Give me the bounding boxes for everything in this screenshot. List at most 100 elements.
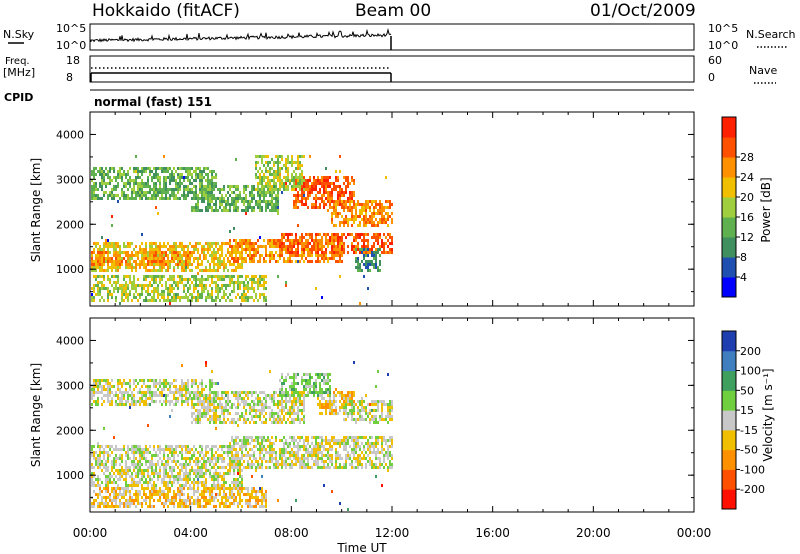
range-time-cell — [381, 242, 383, 245]
range-time-cell — [365, 233, 367, 236]
range-time-cell — [167, 266, 169, 269]
range-time-cell — [361, 245, 363, 248]
range-time-cell — [283, 454, 285, 457]
range-time-cell — [153, 505, 155, 508]
range-time-cell — [295, 200, 297, 203]
range-time-cell — [213, 457, 215, 460]
range-time-cell — [265, 502, 267, 505]
range-time-cell — [185, 460, 187, 463]
range-time-cell — [221, 496, 223, 499]
range-time-cell — [387, 206, 389, 209]
range-time-cell — [135, 245, 137, 248]
range-time-cell — [173, 248, 175, 251]
range-time-cell — [255, 469, 257, 472]
range-time-cell — [295, 454, 297, 457]
range-time-cell — [123, 472, 125, 475]
range-time-cell — [115, 275, 117, 278]
range-time-cell — [97, 263, 99, 266]
range-time-cell — [189, 188, 191, 191]
range-time-cell — [111, 296, 113, 299]
range-time-cell — [127, 287, 129, 290]
range-time-cell — [163, 263, 165, 266]
range-time-cell — [175, 293, 177, 296]
range-time-cell — [243, 296, 245, 299]
range-time-cell — [183, 269, 185, 272]
range-time-cell — [101, 263, 103, 266]
range-time-cell — [129, 257, 131, 260]
range-time-cell — [237, 281, 239, 284]
range-time-cell — [155, 188, 157, 191]
range-time-cell — [169, 293, 171, 296]
range-time-cell — [213, 472, 215, 475]
range-time-cell — [327, 242, 329, 245]
range-time-cell — [387, 218, 389, 221]
range-time-cell — [91, 296, 93, 299]
range-time-cell — [389, 242, 391, 245]
range-time-cell — [93, 167, 95, 170]
range-time-cell — [159, 457, 161, 460]
range-time-cell — [349, 197, 351, 200]
range-time-cell — [253, 451, 255, 454]
range-time-cell — [181, 382, 183, 385]
range-time-cell — [333, 254, 335, 257]
range-time-cell — [227, 397, 229, 400]
range-time-cell — [315, 248, 317, 251]
range-time-cell — [351, 191, 353, 194]
range-time-cell — [189, 263, 191, 266]
range-time-cell — [377, 248, 379, 251]
range-time-cell — [99, 454, 101, 457]
range-time-cell — [113, 505, 115, 508]
range-time-cell — [231, 278, 233, 281]
range-time-cell — [261, 200, 263, 203]
range-time-cell — [229, 284, 231, 287]
range-time-cell — [197, 457, 199, 460]
range-time-cell — [163, 296, 165, 299]
range-time-cell — [195, 185, 197, 188]
range-time-cell — [271, 397, 273, 400]
range-time-cell — [251, 284, 253, 287]
range-time-cell — [199, 403, 201, 406]
range-time-cell — [213, 478, 215, 481]
range-time-cell — [341, 215, 343, 218]
range-time-cell — [295, 185, 297, 188]
range-time-cell — [291, 391, 293, 394]
range-time-cell — [349, 203, 351, 206]
range-time-cell — [107, 251, 109, 254]
range-time-cell — [359, 212, 361, 215]
range-time-cell — [107, 239, 109, 242]
range-time-cell — [221, 406, 223, 409]
range-time-cell — [237, 394, 239, 397]
range-time-cell — [275, 418, 277, 421]
range-time-cell — [111, 188, 113, 191]
range-time-cell — [187, 400, 189, 403]
range-time-cell — [167, 484, 169, 487]
range-time-cell — [193, 397, 195, 400]
range-time-cell — [183, 194, 185, 197]
range-time-cell — [97, 403, 99, 406]
range-time-cell — [143, 266, 145, 269]
range-time-cell — [269, 257, 271, 260]
range-time-cell — [233, 481, 235, 484]
range-time-cell — [167, 296, 169, 299]
range-time-cell — [209, 191, 211, 194]
range-time-cell — [295, 239, 297, 242]
range-time-cell — [197, 394, 199, 397]
range-time-cell — [149, 254, 151, 257]
range-time-cell — [341, 203, 343, 206]
range-time-cell — [115, 266, 117, 269]
range-time-cell — [263, 457, 265, 460]
range-time-cell — [111, 379, 113, 382]
range-time-cell — [209, 254, 211, 257]
range-time-cell — [265, 406, 267, 409]
range-time-cell — [209, 188, 211, 191]
range-time-cell — [275, 436, 277, 439]
range-time-cell — [273, 403, 275, 406]
range-time-cell — [105, 239, 107, 242]
range-time-cell — [117, 257, 119, 260]
range-time-cell — [139, 388, 141, 391]
range-time-cell — [109, 251, 111, 254]
range-time-cell — [211, 176, 213, 179]
range-time-cell — [287, 442, 289, 445]
range-time-cell — [227, 391, 229, 394]
range-time-cell — [309, 176, 311, 179]
